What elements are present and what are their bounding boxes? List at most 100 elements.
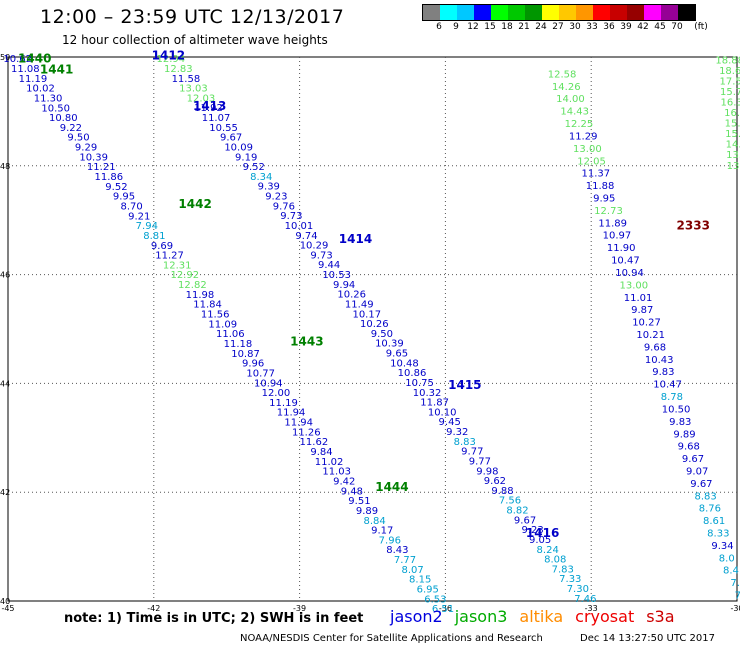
longitude-tick-label: -45 (1, 604, 14, 613)
wave-height-value: 9.65 (386, 349, 408, 360)
wave-height-value: 8.15 (409, 575, 431, 586)
wave-height-value: 6.53 (424, 594, 446, 605)
wave-height-value: 13.03 (179, 84, 208, 95)
wave-height-value: 9.87 (631, 305, 653, 316)
wave-height-value: 9.77 (469, 456, 491, 467)
wave-height-value: 9.52 (243, 162, 265, 173)
wave-height-value: 9.67 (690, 479, 712, 490)
color-scale-legend: 6 9 12 15 18 21 24 27 30 33 36 39 42 45 70 (ft) (422, 4, 732, 34)
wave-height-value: 10.55 (209, 123, 238, 134)
wave-height-value: 8.83 (454, 437, 476, 448)
longitude-tick-label: -33 (585, 604, 598, 613)
wave-height-value: 9.48 (341, 486, 363, 497)
wave-height-value: 9.67 (514, 515, 536, 526)
color-scale-swatch (610, 5, 627, 20)
color-scale-labels: 6 9 12 15 18 21 24 27 30 33 36 39 42 45 70 (ft) (422, 22, 740, 34)
color-scale-label: 39 (620, 22, 632, 32)
wave-height-value: 9.34 (711, 541, 733, 552)
wave-height-value: 14.26 (552, 82, 581, 93)
wave-height-value: 11.94 (284, 418, 313, 429)
wave-height-value: 9.51 (348, 496, 370, 507)
wave-height-value: 16. (724, 108, 740, 119)
wave-height-value: 11.27 (155, 251, 184, 262)
wave-height-value: 8.78 (661, 392, 683, 403)
color-scale-label: 36 (603, 22, 615, 32)
wave-height-value: 12.58 (548, 69, 577, 80)
color-scale-swatch (576, 5, 593, 20)
wave-height-value: 9.32 (446, 427, 468, 438)
wave-height-value: 11.92 (194, 103, 223, 114)
wave-height-value: 10.53 (322, 270, 351, 281)
wave-height-value: 9.83 (652, 367, 674, 378)
color-scale-label: 9 (453, 22, 459, 32)
wave-height-value: 10.02 (26, 84, 55, 95)
wave-height-value: 11.07 (202, 113, 231, 124)
wave-height-value: 7.96 (379, 535, 401, 546)
wave-height-value: 8.76 (699, 504, 721, 515)
wave-height-value: 10.47 (653, 380, 682, 391)
wave-height-value: 7. (735, 591, 740, 602)
wave-height-value: 8.84 (363, 516, 385, 527)
latitude-tick-label: 46 (0, 271, 10, 280)
wave-height-value: 9.89 (673, 429, 695, 440)
wave-height-value: 8.33 (707, 529, 729, 540)
wave-height-value: 7. (730, 578, 740, 589)
wave-height-value: 6.51 (432, 604, 454, 615)
wave-height-value: 9.73 (310, 250, 332, 261)
wave-height-value: 12.00 (262, 388, 291, 399)
wave-height-value: 11.56 (201, 310, 230, 321)
color-scale-swatch (644, 5, 661, 20)
latitude-tick-label: 44 (0, 379, 10, 388)
wave-height-value: 18.88 (715, 55, 740, 66)
pass-number-label: 1443 (290, 335, 323, 349)
wave-height-value: 9.88 (491, 486, 513, 497)
wave-height-value: 11.19 (269, 398, 298, 409)
wave-height-value: 9.69 (151, 241, 173, 252)
pass-number-label: 1416 (526, 526, 559, 540)
wave-height-value: 11.98 (186, 290, 215, 301)
wave-height-value: 9.84 (310, 447, 332, 458)
wave-height-value: 12.03 (187, 93, 216, 104)
wave-height-value: 11.58 (172, 74, 201, 85)
wave-height-value: 10.47 (611, 256, 640, 267)
wave-height-value: 7.77 (394, 555, 416, 566)
color-scale-label: 30 (569, 22, 581, 32)
wave-height-value: 12.82 (178, 280, 207, 291)
wave-height-value: 9.07 (686, 466, 708, 477)
color-scale-swatch (491, 5, 508, 20)
color-scale-label: 42 (637, 22, 649, 32)
color-scale-label: 15 (484, 22, 496, 32)
wave-height-value: 15. (725, 129, 740, 140)
color-scale-swatch (559, 5, 576, 20)
wave-height-value: 14.43 (560, 107, 589, 118)
wave-height-value: 11.89 (598, 218, 627, 229)
wave-height-value: 10.32 (413, 388, 442, 399)
wave-height-value: 9.68 (678, 442, 700, 453)
wave-height-value: 7.33 (559, 574, 581, 585)
satellite-legend: jason2 jason3 altika cryosat s3a (390, 607, 687, 627)
wave-height-value: 10.21 (636, 330, 665, 341)
wave-height-value: 9.94 (333, 280, 355, 291)
wave-height-value: 9.67 (682, 454, 704, 465)
wave-height-value: 12.31 (163, 260, 192, 271)
wave-height-value: 11.30 (34, 93, 63, 104)
wave-height-value: 9.89 (356, 506, 378, 517)
color-scale-label: 24 (535, 22, 547, 32)
wave-height-value: 8.0 (719, 553, 735, 564)
color-scale-swatch (678, 5, 695, 20)
wave-height-value: 7.30 (567, 584, 589, 595)
wave-height-value: 9.50 (371, 329, 393, 340)
wave-height-value: 13. (727, 161, 740, 172)
wave-height-value: 18.6 (719, 66, 740, 77)
wave-height-value: 10.62 (3, 54, 32, 65)
wave-height-value: 8.07 (401, 565, 423, 576)
wave-height-value: 10.39 (375, 339, 404, 350)
chart-title: 12:00 – 23:59 UTC 12/13/2017 (40, 6, 345, 28)
pass-number-label: 1442 (178, 197, 211, 211)
wave-height-value: 7.56 (499, 496, 521, 507)
wave-height-value: 8.24 (537, 545, 559, 556)
color-scale-swatch (525, 5, 542, 20)
wave-height-value: 10.50 (41, 103, 70, 114)
wave-height-value: 16.3 (721, 97, 740, 108)
